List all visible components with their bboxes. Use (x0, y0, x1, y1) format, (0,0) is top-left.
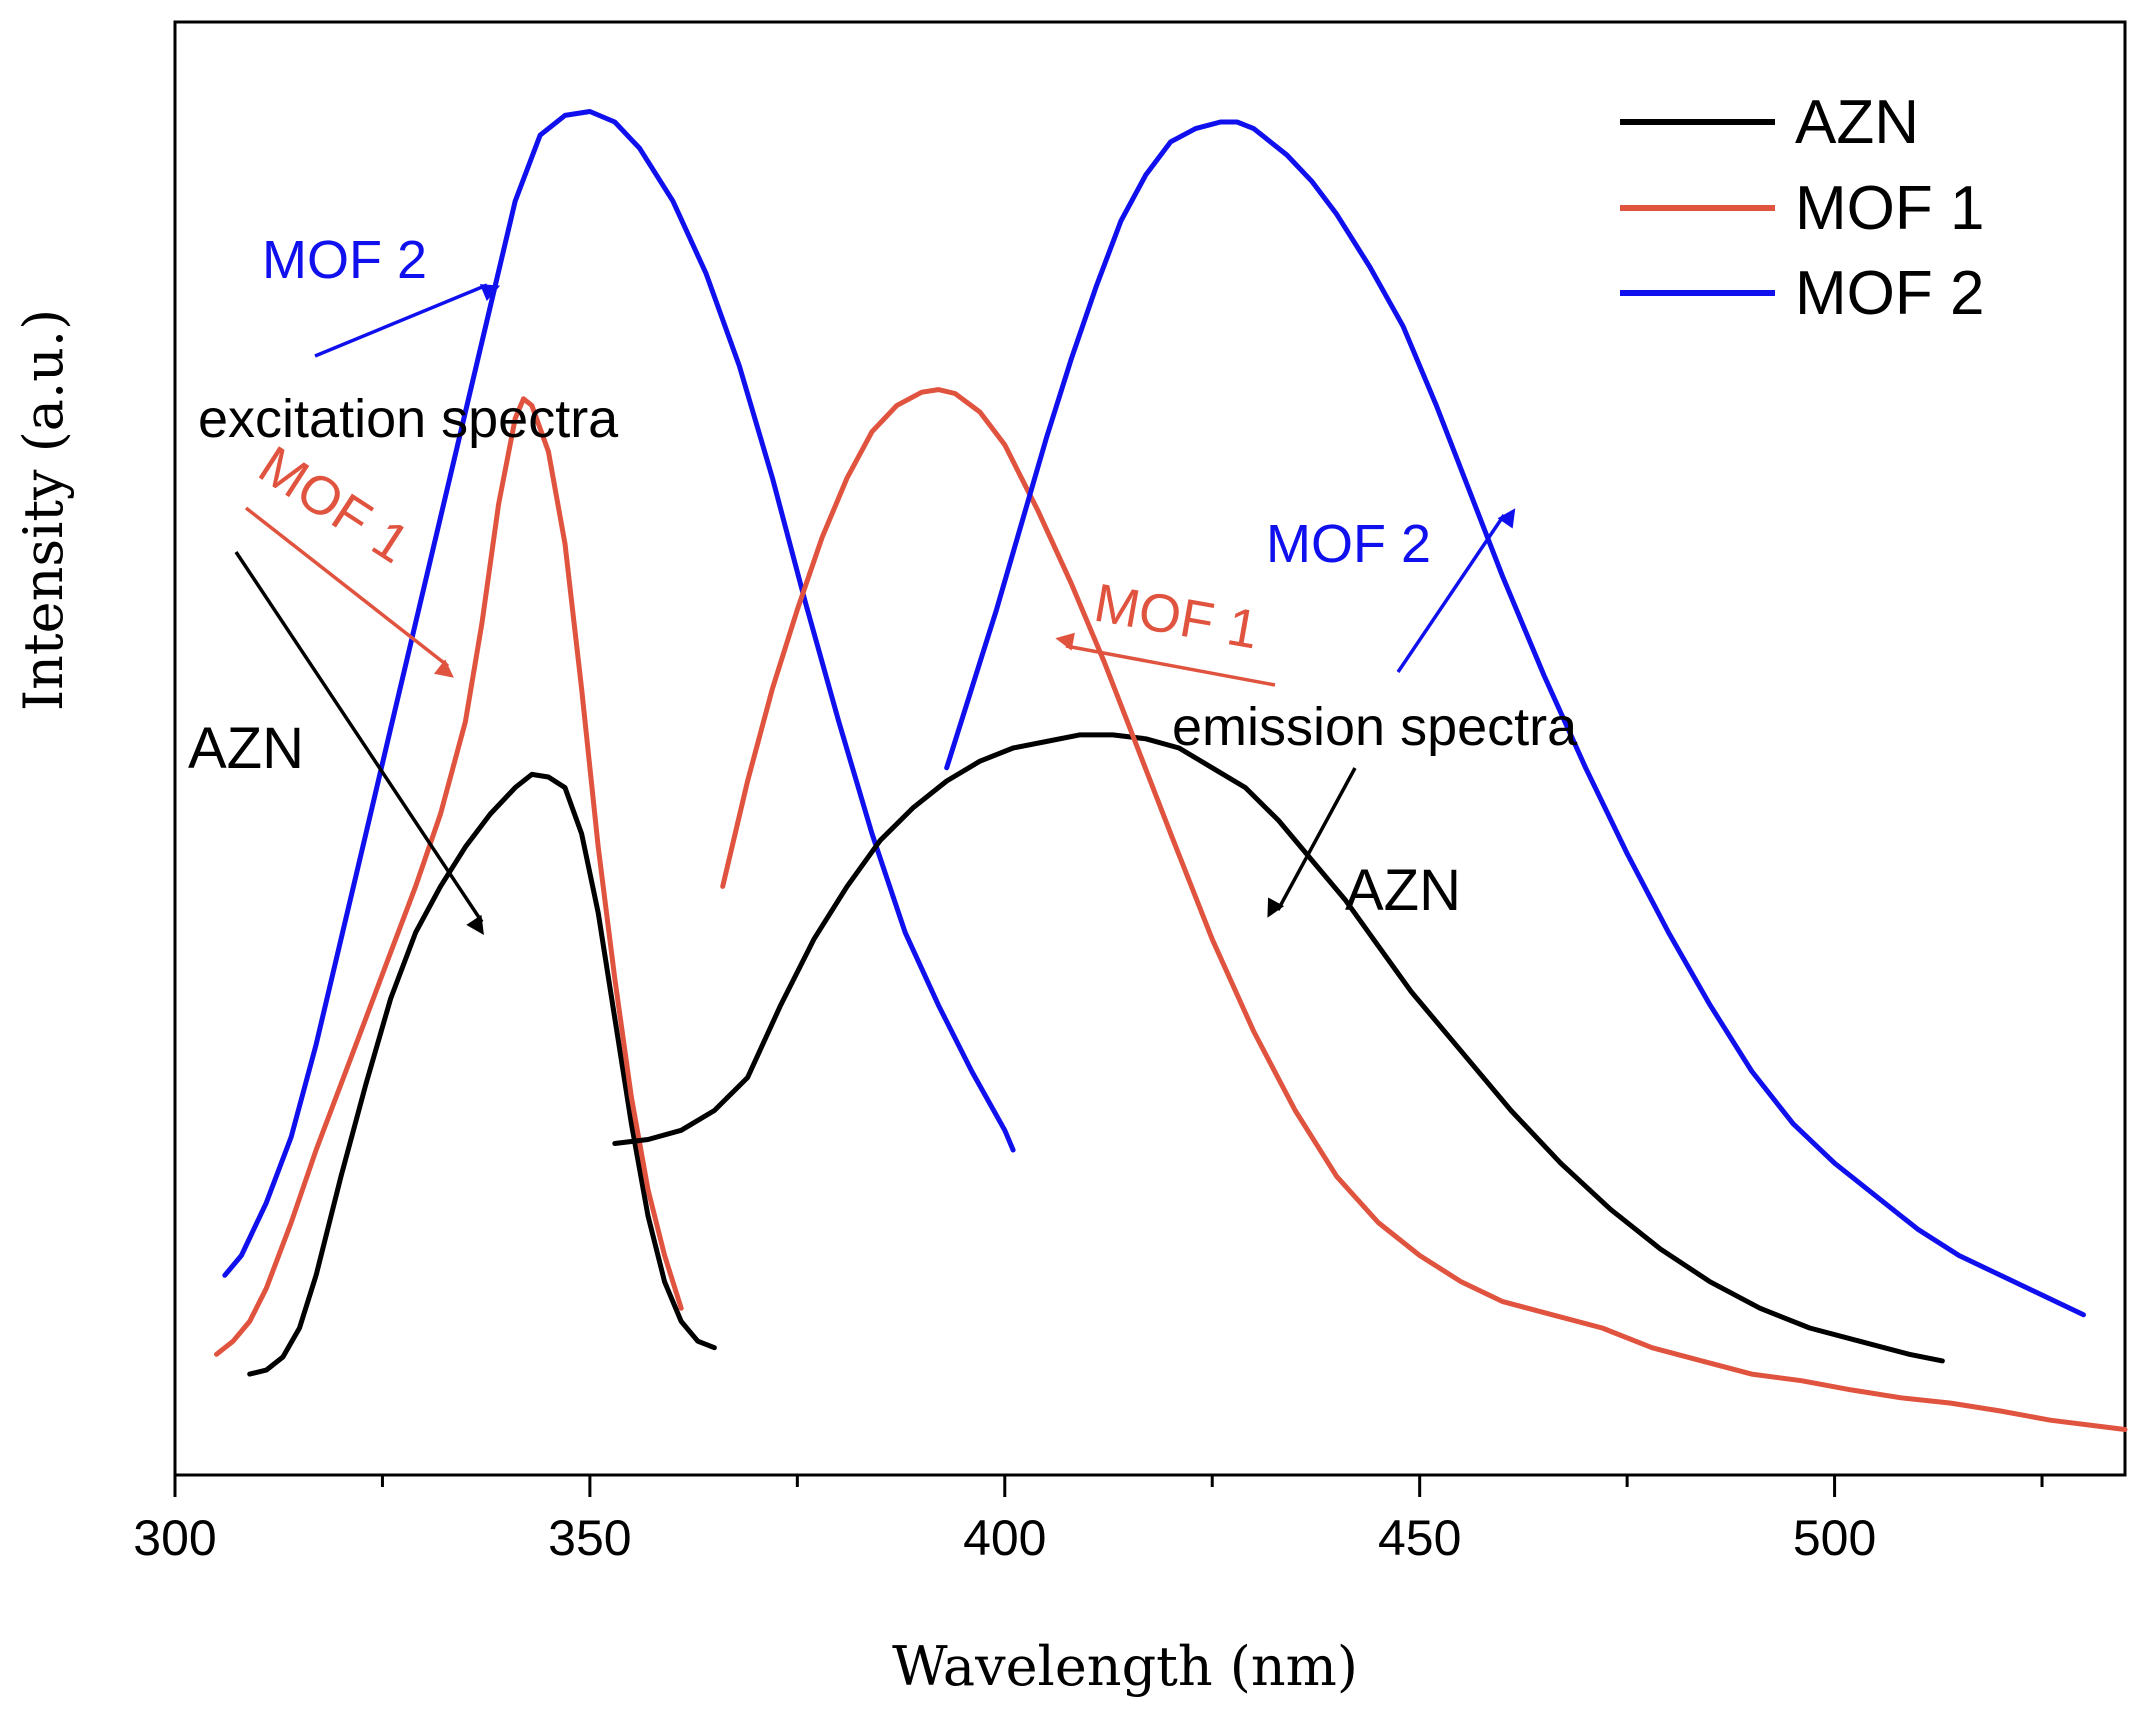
series-emission-mof2 (944, 119, 2086, 1318)
x-tick-label: 300 (133, 1510, 216, 1566)
x-tick-label: 400 (963, 1510, 1046, 1566)
plot-frame (173, 20, 2127, 1477)
series-excitation-azn (247, 771, 717, 1377)
series-excitation-mof1 (214, 396, 684, 1357)
x-tick-label: 350 (548, 1510, 631, 1566)
legend-label-mof1: MOF 1 (1795, 174, 1984, 243)
legend-label-mof2: MOF 2 (1795, 259, 1984, 328)
arrow-emission-azn (1267, 767, 1357, 918)
arrow-excitation-mof1 (244, 506, 454, 678)
x-axis: 300 350 400 450 500 (133, 1475, 2044, 1566)
annotation-excitation-spectra: excitation spectra (198, 389, 619, 449)
x-tick-label: 500 (1793, 1510, 1876, 1566)
annotation-emission-azn: AZN (1345, 858, 1461, 923)
series-emission-mof1 (720, 387, 2128, 1432)
series-emission-azn (612, 732, 1945, 1364)
arrow-excitation-mof2 (314, 283, 501, 358)
annotation-excitation-mof2: MOF 2 (262, 230, 427, 290)
arrow-excitation-azn (234, 551, 484, 936)
annotations: excitation spectra emission spectra MOF … (188, 230, 1578, 936)
annotation-emission-mof1: MOF 1 (1090, 573, 1263, 661)
legend: AZN MOF 1 MOF 2 (1620, 88, 1984, 328)
annotation-emission-mof2: MOF 2 (1266, 514, 1431, 574)
annotation-emission-spectra: emission spectra (1172, 697, 1578, 757)
arrow-emission-mof2 (1396, 508, 1516, 673)
legend-label-azn: AZN (1795, 88, 1919, 157)
arrow-emission-mof1 (1055, 632, 1276, 687)
series-layer (214, 109, 2128, 1432)
x-axis-title: Wavelength (nm) (892, 1635, 1358, 1698)
annotation-excitation-azn: AZN (188, 716, 304, 781)
x-tick-label: 450 (1378, 1510, 1461, 1566)
y-axis-title: Intensity (a.u.) (12, 309, 75, 711)
series-excitation-mof2 (222, 109, 1016, 1278)
annotation-excitation-mof1: MOF 1 (248, 435, 419, 575)
